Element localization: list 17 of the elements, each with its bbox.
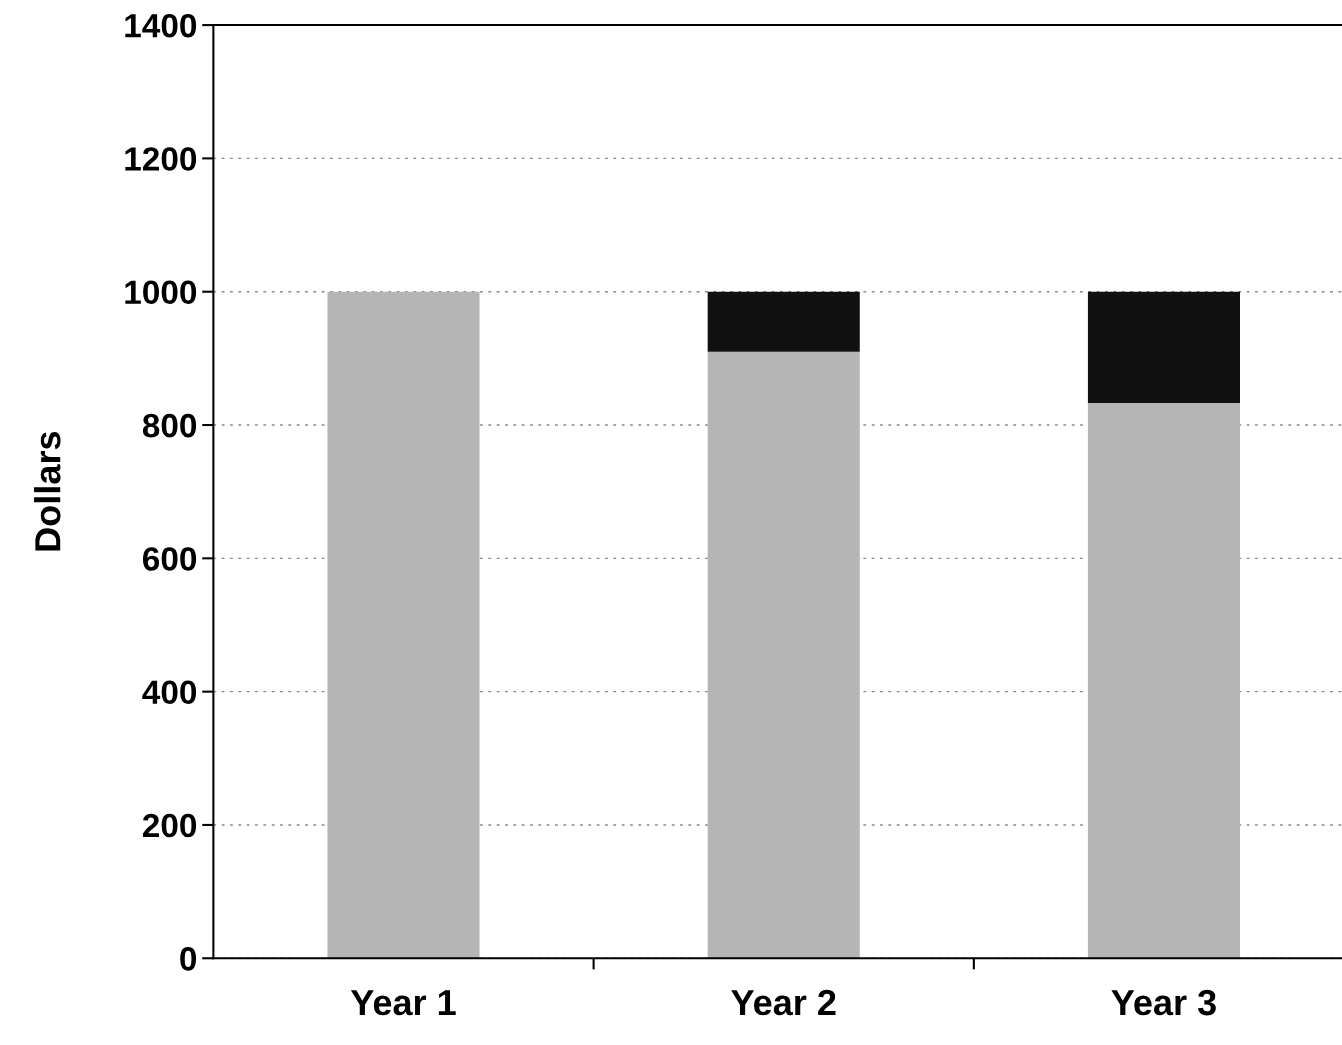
y-tick-label: 1200 bbox=[125, 147, 197, 171]
x-tick-label: Year 3 bbox=[1111, 989, 1216, 1016]
bar bbox=[1087, 403, 1241, 959]
y-tick-label: 800 bbox=[142, 413, 197, 438]
bar bbox=[1087, 291, 1241, 404]
bar bbox=[707, 351, 860, 959]
y-axis-title: Dollars bbox=[34, 431, 61, 551]
y-tick-label: 400 bbox=[142, 680, 197, 705]
y-tick-label: 1400 bbox=[125, 13, 197, 38]
y-tick-label: 0 bbox=[180, 947, 197, 971]
bar bbox=[707, 291, 860, 352]
x-tick-label: Year 2 bbox=[731, 989, 836, 1016]
y-tick-label: 600 bbox=[143, 547, 197, 571]
bar bbox=[327, 291, 480, 959]
y-tick-label: 200 bbox=[142, 813, 197, 838]
x-tick-label: Year 1 bbox=[350, 990, 456, 1016]
y-tick-label: 1000 bbox=[125, 280, 197, 305]
